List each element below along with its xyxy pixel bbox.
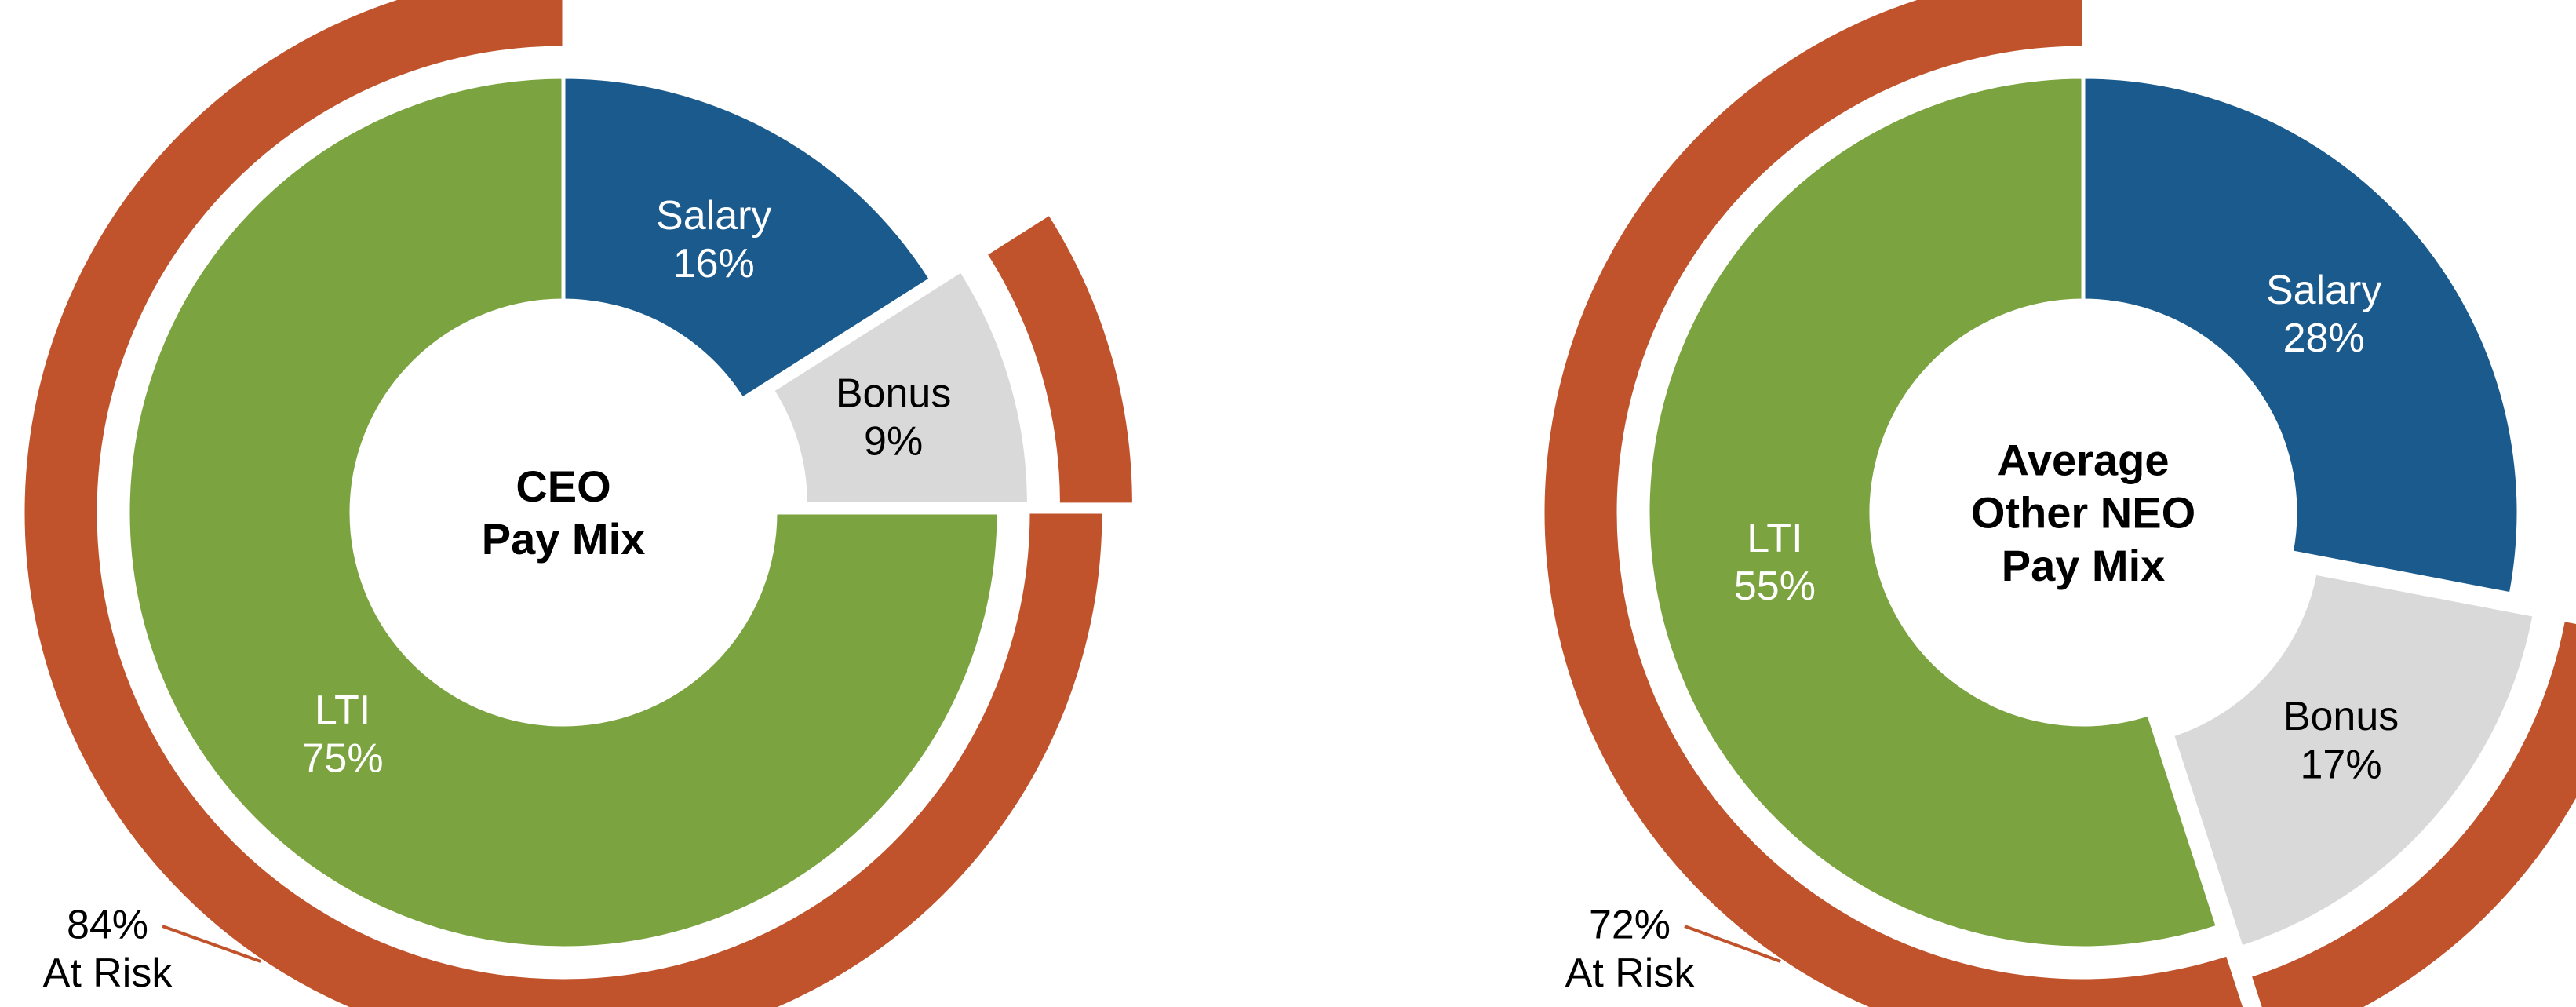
pie-slice-bonus	[2170, 571, 2538, 950]
pie-slice-salary	[561, 75, 935, 402]
pie-slice-bonus	[769, 268, 1031, 506]
slice-label-bonus: Bonus 9%	[836, 370, 951, 464]
slice-label-lti: LTI 75%	[302, 688, 384, 781]
chart-average-other-neo-pay-mix: Salary 28% Bonus 17% LTI 55% Average Other NEO P…	[1542, 0, 2576, 1007]
slice-label-bonus: Bonus 17%	[2283, 694, 2399, 787]
chart-center-title: Average Other NEO Pay Mix	[1971, 435, 2195, 589]
at-risk-ring-segment-bonus	[985, 213, 1135, 505]
at-risk-label: 84% At Risk	[43, 903, 173, 996]
at-risk-ring-segment-lti	[1542, 0, 2246, 1007]
at-risk-ring-segment-bonus	[2249, 618, 2576, 1007]
pie-slice-lti	[1645, 75, 2221, 950]
chart-center-title: CEO Pay Mix	[482, 462, 646, 564]
slice-label-salary: Salary 16%	[656, 193, 771, 286]
at-risk-leader-line	[1684, 925, 1781, 963]
at-risk-label: 72% At Risk	[1565, 903, 1696, 996]
pie-slice-lti	[126, 75, 1001, 950]
slice-label-salary: Salary 28%	[2266, 268, 2381, 361]
slice-label-lti: LTI 55%	[1734, 516, 1816, 609]
at-risk-leader-line	[162, 925, 261, 963]
chart-ceo-pay-mix: Salary 16% Bonus 9% LTI 75% CEO Pay Mix 84% At Ri…	[22, 0, 1135, 1007]
pie-slice-salary	[2081, 75, 2521, 597]
at-risk-ring-segment-lti	[22, 0, 1105, 1007]
